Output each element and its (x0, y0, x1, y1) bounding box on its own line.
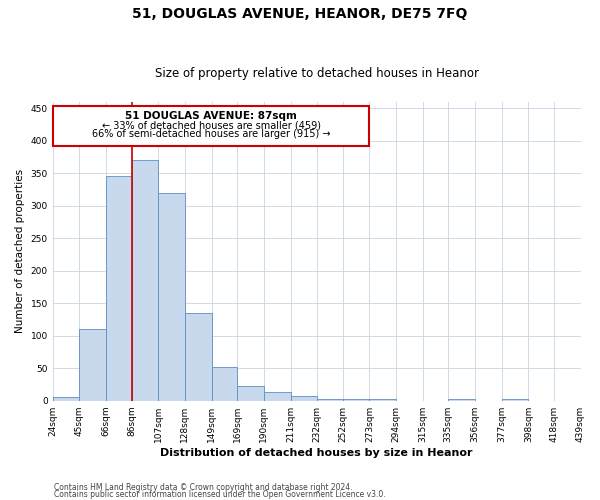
Y-axis label: Number of detached properties: Number of detached properties (15, 169, 25, 333)
Text: Contains public sector information licensed under the Open Government Licence v3: Contains public sector information licen… (54, 490, 386, 499)
Text: 51, DOUGLAS AVENUE, HEANOR, DE75 7FQ: 51, DOUGLAS AVENUE, HEANOR, DE75 7FQ (133, 8, 467, 22)
Text: ← 33% of detached houses are smaller (459): ← 33% of detached houses are smaller (45… (101, 120, 320, 130)
Bar (79, 329, 106, 400)
Text: 66% of semi-detached houses are larger (915) →: 66% of semi-detached houses are larger (… (92, 130, 330, 140)
X-axis label: Distribution of detached houses by size in Heanor: Distribution of detached houses by size … (160, 448, 473, 458)
Bar (53, 106, 370, 146)
Bar (131, 160, 158, 400)
Text: Contains HM Land Registry data © Crown copyright and database right 2024.: Contains HM Land Registry data © Crown c… (54, 484, 353, 492)
Bar (264, 392, 290, 400)
Bar (212, 367, 237, 400)
Bar (158, 192, 185, 400)
Bar (53, 398, 79, 400)
Bar (237, 386, 264, 400)
Bar (106, 176, 131, 400)
Bar (185, 313, 212, 400)
Title: Size of property relative to detached houses in Heanor: Size of property relative to detached ho… (155, 66, 479, 80)
Bar (290, 396, 317, 400)
Text: 51 DOUGLAS AVENUE: 87sqm: 51 DOUGLAS AVENUE: 87sqm (125, 112, 297, 122)
